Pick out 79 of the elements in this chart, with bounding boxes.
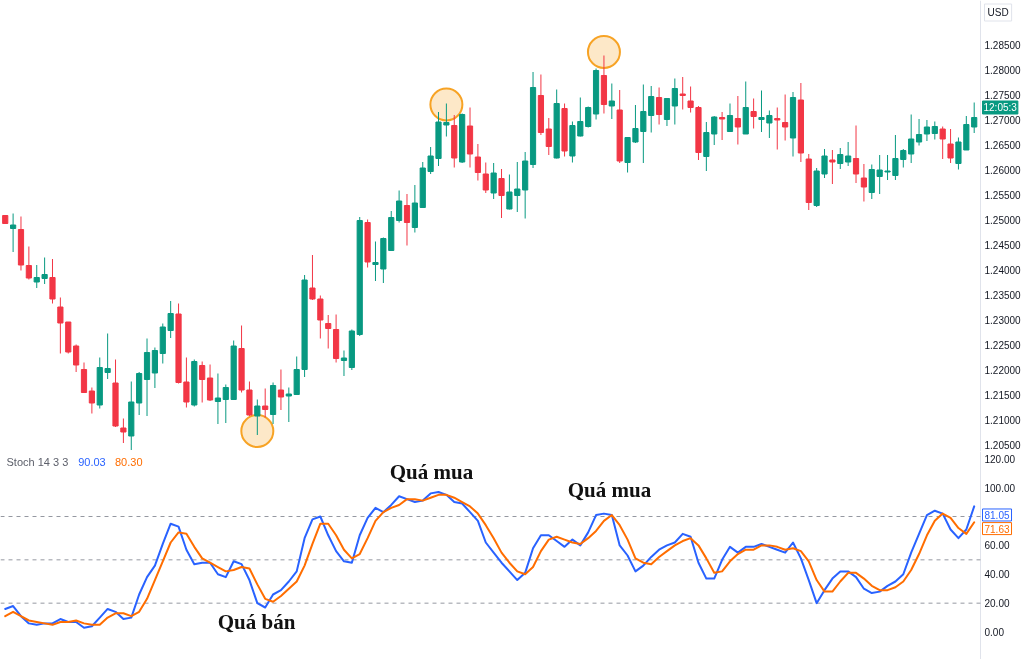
y-tick-label: 1.26000 [984, 164, 1022, 176]
candlestick [671, 78, 678, 125]
candlestick [726, 103, 734, 133]
chart-title: Stoch 14 3 3 [6, 455, 69, 468]
candlestick [750, 98, 757, 129]
candlestick [88, 387, 95, 414]
candlestick [199, 361, 206, 403]
candlestick [396, 190, 403, 223]
y-tick-label: 120.00 [984, 453, 1016, 465]
candlestick [774, 107, 781, 150]
y-tick-label: 100.00 [984, 482, 1016, 494]
annotation: 71.63 [984, 523, 1010, 535]
candlestick [277, 369, 285, 411]
candlestick [923, 119, 931, 142]
candlestick [915, 118, 923, 146]
point [586, 35, 621, 69]
candlestick [719, 111, 726, 141]
annotation: Quá mua [567, 477, 652, 502]
annotation: 81.05 [984, 509, 1010, 521]
y-tick-label: 1.24000 [984, 264, 1022, 276]
text: 80.30 [114, 455, 143, 468]
y-tick-label: 1.22000 [984, 364, 1022, 376]
y-tick-label: 1.21000 [984, 414, 1022, 426]
y-tick-label: 1.28500 [984, 39, 1022, 51]
y-tick-label: 1.23500 [984, 289, 1022, 301]
candlestick [10, 213, 17, 253]
candlestick [80, 362, 88, 394]
candlestick [679, 76, 686, 110]
point [429, 87, 464, 122]
candlestick [782, 94, 789, 141]
candlestick [939, 126, 946, 160]
point [240, 414, 275, 448]
candlestick [73, 344, 80, 373]
y-tick-label: 60.00 [984, 540, 1010, 552]
candlestick [254, 399, 261, 436]
candlestick [25, 246, 32, 280]
candlestick [498, 168, 505, 219]
annotation: Quá mua [389, 459, 474, 484]
y-tick-label: 40.00 [984, 569, 1010, 581]
candlestick [608, 83, 615, 120]
candlestick [490, 162, 497, 200]
candlestick [214, 373, 222, 425]
candlestick [317, 295, 324, 339]
candlestick [49, 258, 56, 304]
annotation: Quá bán [217, 609, 296, 634]
candlestick [663, 97, 671, 127]
y-axis-title: USD [987, 7, 1009, 18]
y-tick-label: 1.22500 [984, 339, 1022, 351]
y-tick-label: 1.20500 [984, 439, 1022, 451]
candlestick [474, 143, 481, 181]
text: 12:05:3 [983, 102, 1018, 113]
y-tick-label: 1.28000 [984, 64, 1022, 76]
candlestick [206, 364, 214, 402]
text: 90.03 [78, 455, 106, 468]
y-tick-label: 1.21500 [984, 389, 1022, 401]
y-tick-label: 0.00 [984, 627, 1005, 639]
y-tick-label: 20.00 [984, 598, 1010, 610]
candlestick [852, 125, 860, 184]
candlestick [947, 128, 954, 164]
candlestick [151, 347, 158, 389]
y-tick-label: 1.27500 [984, 89, 1022, 101]
candlestick [403, 193, 411, 246]
candlestick [340, 350, 348, 377]
candlestick [545, 117, 552, 156]
candlestick [482, 162, 489, 194]
y-tick-label: 1.26500 [984, 139, 1022, 151]
y-tick-label: 1.24500 [984, 239, 1022, 251]
candlestick [860, 163, 868, 202]
y-tick-label: 1.25500 [984, 189, 1022, 201]
candlestick [734, 95, 741, 145]
candlestick [325, 314, 332, 349]
candlestick [655, 87, 663, 125]
y-tick-label: 1.27000 [984, 114, 1022, 126]
y-tick-label: 1.25000 [984, 214, 1022, 226]
candlestick [120, 418, 127, 444]
candlestick [309, 254, 316, 301]
candlestick [829, 149, 836, 185]
candlestick [262, 388, 269, 418]
y-tick-label: 1.23000 [984, 314, 1022, 326]
